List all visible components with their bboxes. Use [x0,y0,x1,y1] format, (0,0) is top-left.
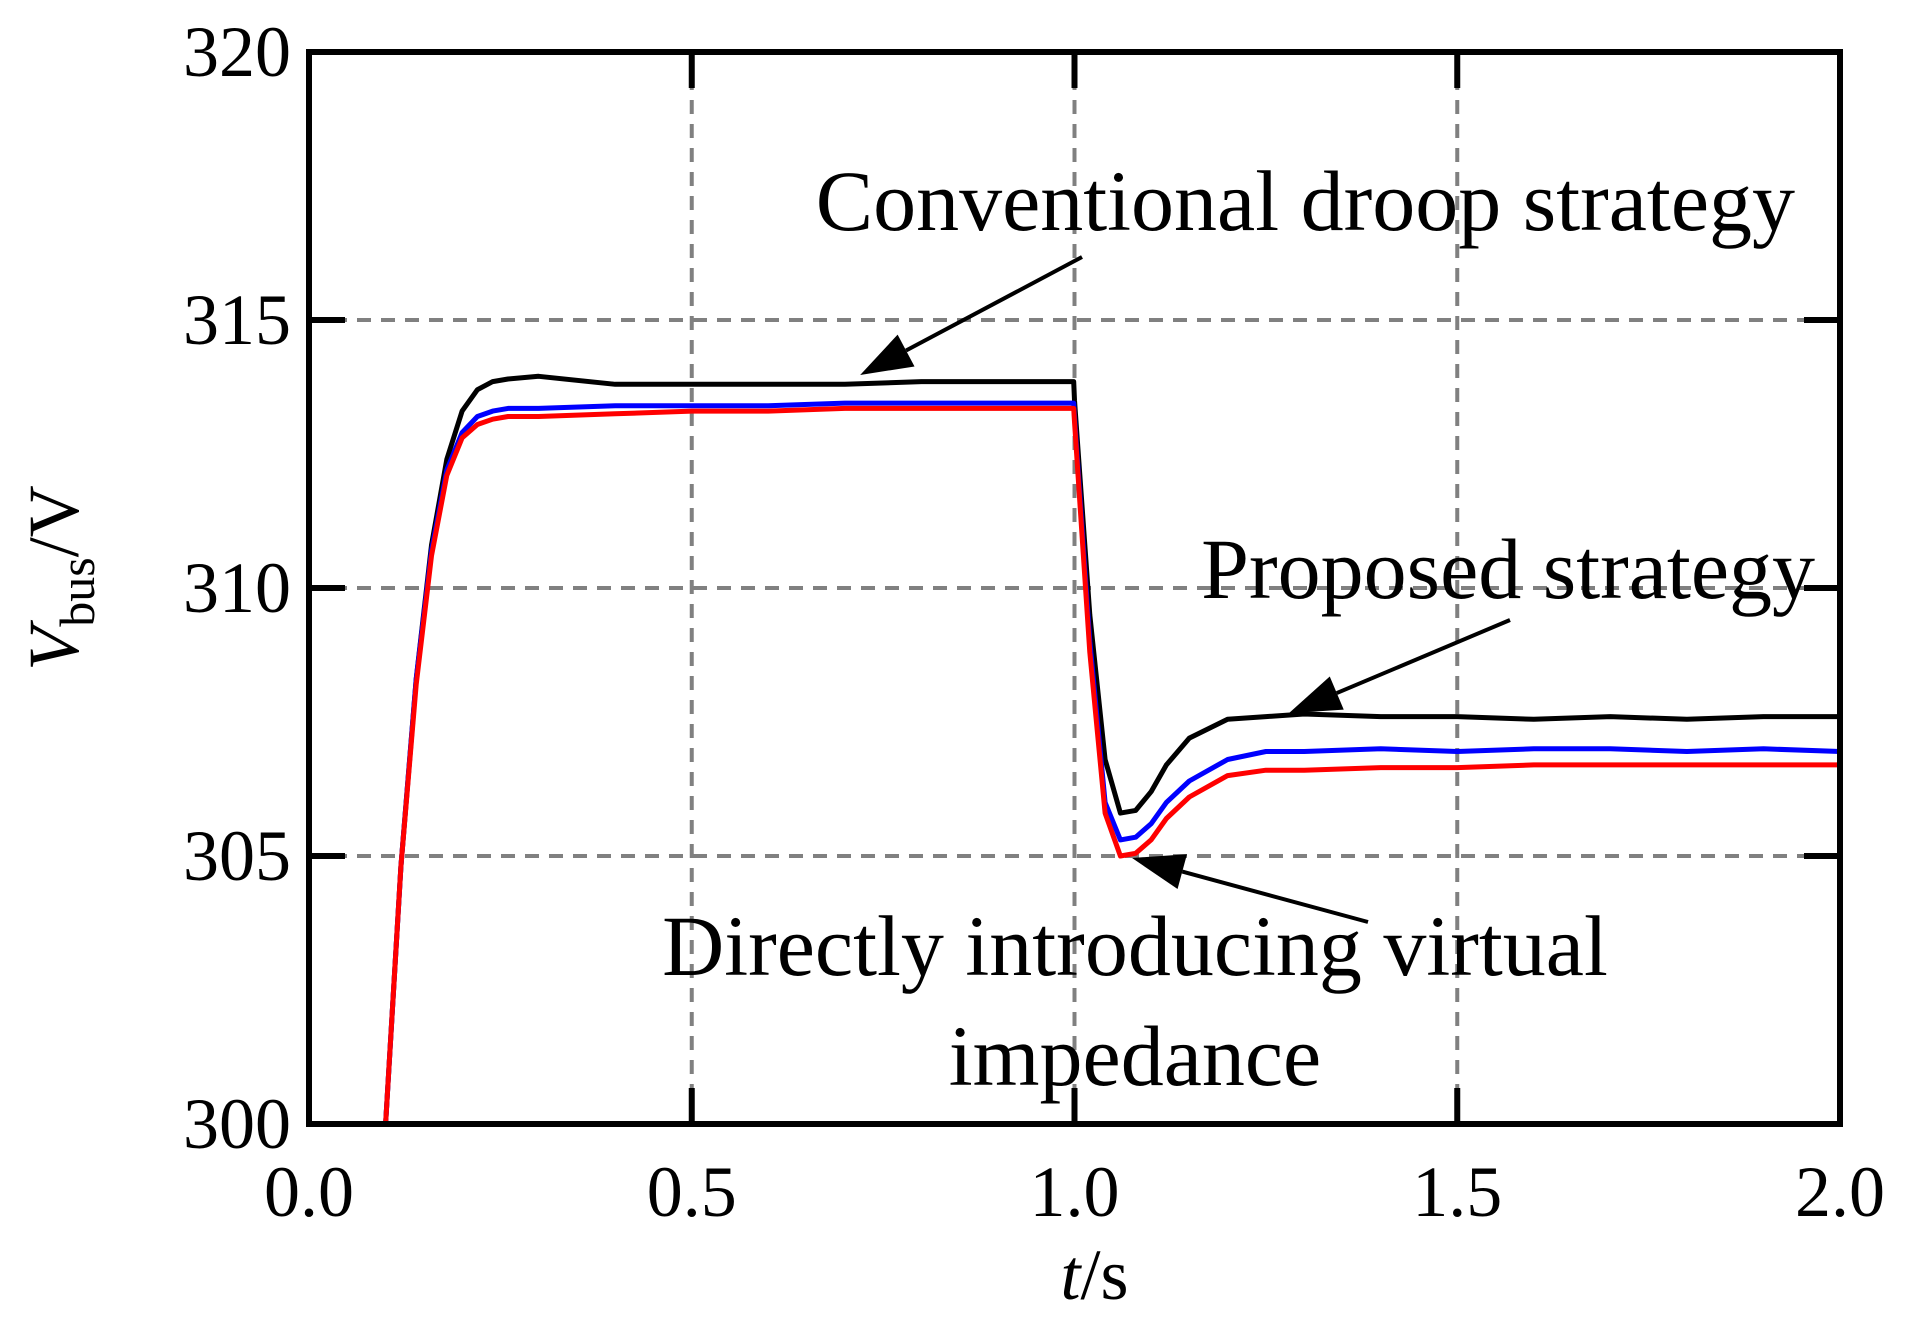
arrow-proposed-strategy [1335,618,1511,695]
x-tick-label: 2.0 [1795,1152,1885,1232]
y-tick-label: 320 [183,12,291,92]
arrowhead-virtual-impedance [1132,854,1187,889]
arrow-virtual-impedance [1181,869,1369,924]
arrowhead-proposed-strategy [1288,676,1344,714]
x-tick-label: 0.5 [647,1152,737,1232]
annotation-conventional-droop: Conventional droop strategy [816,153,1795,249]
plot-series [383,373,1843,1127]
y-axis-unit: /V [14,485,94,557]
y-tick-label: 315 [183,280,291,360]
y-axis-title: Vbus/V [14,485,105,670]
arrowhead-conventional-droop [860,334,915,375]
series-line-virtual-impedance [383,405,1843,1127]
x-axis-unit: /s [1080,1235,1128,1315]
x-tick-label: 1.5 [1412,1152,1502,1232]
y-axis-symbol: V [14,620,94,671]
annotation-virtual-impedance-line2: impedance [949,1008,1321,1104]
axis-ticks [306,49,1843,1127]
annotation-virtual-impedance-line1: Directly introducing virtual [662,898,1608,994]
grid-lines [309,52,1840,1124]
tick-labels: 0.0 0.5 1.0 1.5 2.0 300 305 310 315 320 [183,12,1885,1232]
arrow-conventional-droop [905,255,1083,353]
y-axis-subscript: bus [49,557,105,626]
y-tick-label: 305 [183,816,291,896]
x-axis-title: t/s [1060,1235,1128,1315]
series-line-conventional-droop [383,373,1843,1127]
y-tick-label: 300 [183,1084,291,1164]
y-tick-label: 310 [183,548,291,628]
x-tick-label: 1.0 [1030,1152,1120,1232]
x-tick-label: 0.0 [264,1152,354,1232]
x-axis-symbol: t [1060,1235,1082,1315]
annotation-proposed-strategy: Proposed strategy [1201,521,1815,617]
